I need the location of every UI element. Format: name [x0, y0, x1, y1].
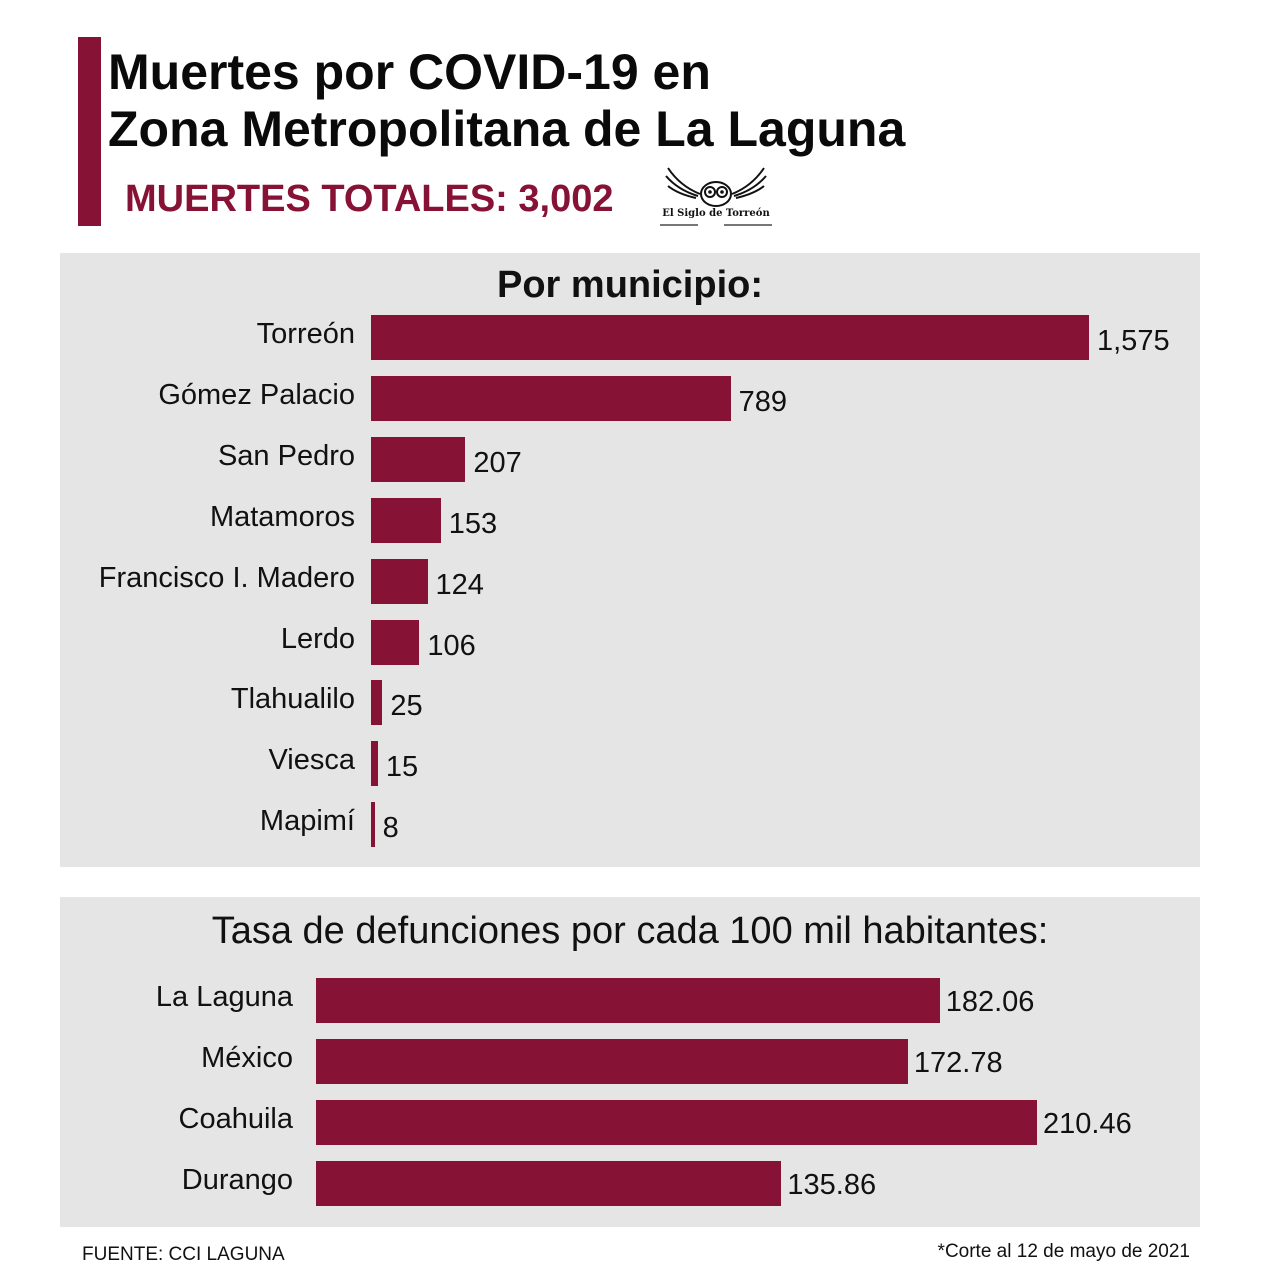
total-deaths: MUERTES TOTALES: 3,002 [125, 178, 614, 220]
tasa-chart-title: Tasa de defunciones por cada 100 mil hab… [211, 910, 1049, 952]
category-label: Gómez Palacio [158, 378, 355, 411]
logo-wordmark: El Siglo de Torreón [662, 208, 770, 219]
bar [371, 802, 375, 848]
category-label: Matamoros [209, 500, 355, 533]
value-label: 1,575 [1097, 325, 1170, 357]
bar [371, 375, 731, 421]
value-label: 789 [738, 385, 788, 418]
bar [316, 1160, 782, 1206]
bar [371, 741, 378, 787]
bar [316, 978, 940, 1023]
owl-wings-icon [665, 167, 767, 207]
bar [371, 436, 466, 482]
value-label: 25 [390, 690, 423, 723]
category-label: San Pedro [217, 439, 355, 472]
title-line-1: Muertes por COVID-19 en [108, 44, 711, 100]
logo-subline [660, 224, 772, 226]
value-label: 210.46 [1043, 1107, 1132, 1140]
value-label: 153 [448, 507, 498, 540]
tasa-panel: Tasa de defunciones por cada 100 mil hab… [60, 897, 1200, 1227]
value-label: 106 [427, 629, 476, 662]
bar [371, 497, 441, 543]
value-label: 207 [473, 446, 522, 479]
title-accent-bar [78, 37, 101, 226]
category-label: Coahuila [178, 1102, 293, 1135]
cutoff-note: *Corte al 12 de mayo de 2021 [937, 1241, 1190, 1262]
value-label: 8 [382, 812, 399, 845]
municipio-panel: Por municipio: Torreón 1,575 Gómez Palacio… [60, 253, 1200, 867]
source-note: FUENTE: CCI LAGUNA [82, 1244, 285, 1265]
bar [371, 619, 420, 665]
category-label: La Laguna [155, 981, 293, 1013]
bar [371, 315, 1089, 360]
bar [316, 1038, 908, 1084]
value-label: 182.06 [945, 986, 1035, 1018]
bar [371, 558, 428, 604]
value-label: 135.86 [787, 1168, 877, 1201]
page-title: Muertes por COVID-19 en Zona Metropolita… [108, 44, 905, 158]
title-line-2: Zona Metropolitana de La Laguna [108, 101, 906, 157]
category-label: Francisco I. Madero [98, 561, 355, 594]
category-label: México [201, 1041, 293, 1074]
category-label: Mapimí [259, 805, 355, 838]
category-label: Lerdo [280, 622, 355, 655]
category-label: Tlahualilo [230, 683, 355, 716]
newspaper-logo: El Siglo de Torreón [660, 164, 772, 234]
value-label: 172.78 [913, 1046, 1003, 1079]
value-label: 15 [385, 751, 419, 784]
bar [316, 1099, 1037, 1145]
value-label: 124 [435, 568, 484, 601]
category-label: Viesca [268, 744, 355, 777]
category-label: Torreón [256, 318, 355, 350]
bar [371, 680, 383, 726]
municipio-chart-title: Por municipio: [497, 264, 763, 306]
category-label: Durango [181, 1163, 293, 1196]
